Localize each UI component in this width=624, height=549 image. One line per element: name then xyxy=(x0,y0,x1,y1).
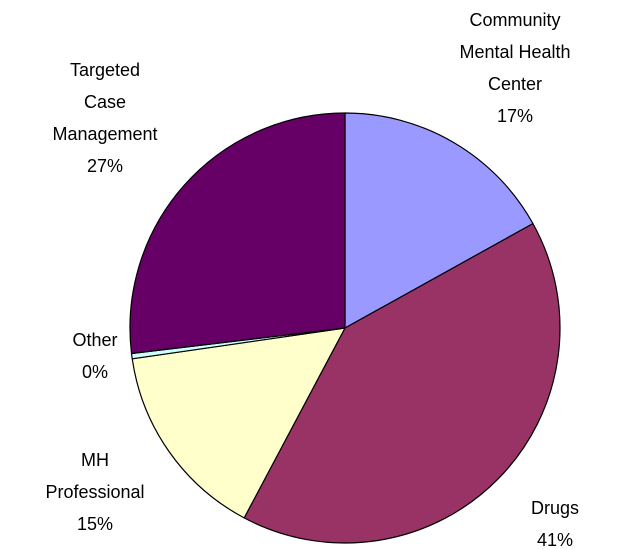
category-name: MH Professional xyxy=(45,450,145,502)
slice-label: MH Professional 15% xyxy=(33,444,158,540)
pie-slice xyxy=(344,112,534,329)
pie-slice xyxy=(243,223,561,544)
category-name: Drugs xyxy=(530,498,579,518)
value-label: 15% xyxy=(76,514,114,534)
category-name: Targeted Case Management xyxy=(52,60,158,144)
pie-slice xyxy=(129,112,346,355)
value-label: 27% xyxy=(86,156,124,176)
pie-slice xyxy=(131,327,346,519)
category-name: Other xyxy=(72,330,118,350)
value-label: 17% xyxy=(496,106,534,126)
slice-label: Community Mental Health Center 17% xyxy=(445,4,585,132)
slice-label: Targeted Case Management 27% xyxy=(49,54,161,182)
slice-label: Drugs 41% xyxy=(505,492,605,549)
slice-label: Other 0% xyxy=(45,324,145,388)
value-label: 0% xyxy=(81,362,108,382)
value-label: 41% xyxy=(536,530,574,549)
category-name: Community Mental Health Center xyxy=(459,10,571,94)
